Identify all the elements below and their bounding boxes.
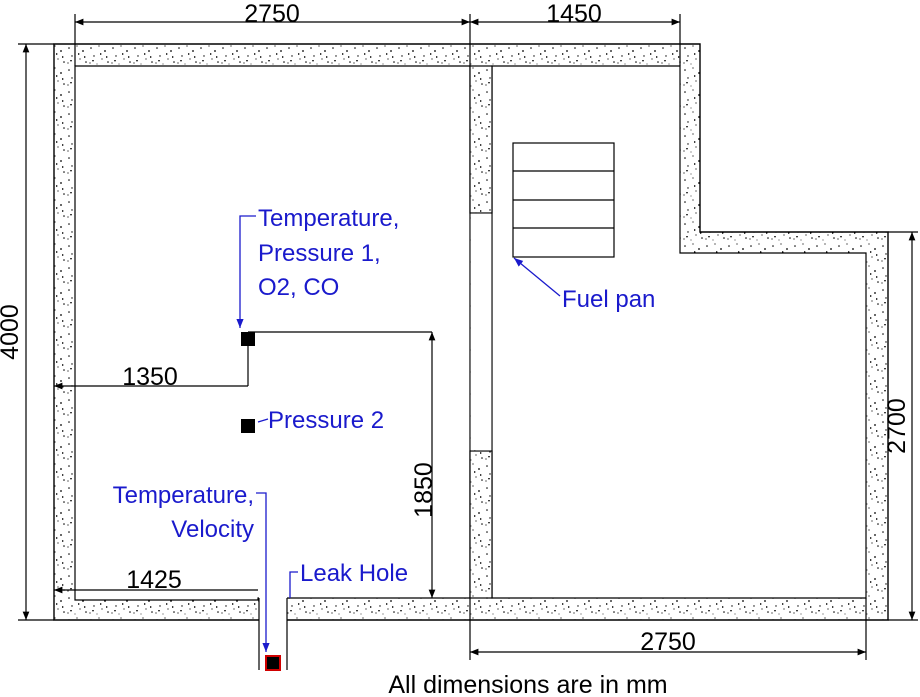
dimensions-note: All dimensions are in mm <box>388 671 667 697</box>
dim-right-height: 2700 <box>883 398 911 454</box>
sensor-1-label-line1: Temperature, <box>258 205 399 232</box>
doorway <box>470 213 492 451</box>
leak-sensor-marker <box>265 655 281 671</box>
fuel-pan <box>512 142 615 258</box>
dim-1425: 1425 <box>126 566 182 594</box>
dim-bottom-right: 2750 <box>640 628 696 656</box>
fuel-pan-label: Fuel pan <box>562 286 655 313</box>
walls <box>53 43 889 670</box>
sensor-2-label: Pressure 2 <box>268 407 384 434</box>
sensor-3-label-line2: Velocity <box>171 516 254 543</box>
dim-top-right: 1450 <box>546 0 602 28</box>
sensor-1-marker <box>241 332 255 346</box>
partition-upper <box>469 65 493 214</box>
dimension-lines <box>18 14 918 660</box>
dim-top-left: 2750 <box>244 0 300 28</box>
sensor-3-label-line1: Temperature, <box>113 482 254 509</box>
sensor-2-marker <box>241 419 255 433</box>
leader-lines <box>236 215 561 652</box>
dim-1850: 1850 <box>410 462 438 518</box>
sensor-1-label-line2: Pressure 1, <box>258 240 381 267</box>
partition-lower <box>469 450 493 599</box>
leak-hole-label: Leak Hole <box>300 560 408 587</box>
leak-gap <box>259 597 287 621</box>
sensor-1-label-line3: O2, CO <box>258 274 339 301</box>
dim-left-height: 4000 <box>0 304 24 360</box>
room-interior-left <box>74 65 471 601</box>
dim-1350: 1350 <box>122 363 178 391</box>
